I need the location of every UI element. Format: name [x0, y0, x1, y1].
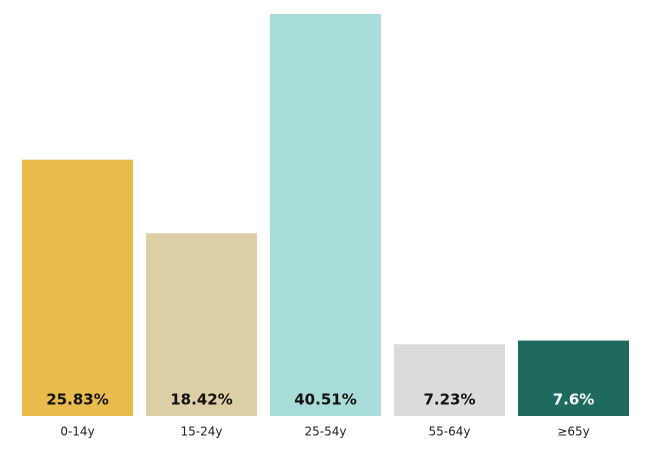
category-label: 15-24y: [181, 425, 223, 439]
bar: [518, 340, 629, 416]
category-label: ≥65y: [557, 425, 589, 439]
category-label: 0-14y: [60, 425, 94, 439]
value-label: 25.83%: [46, 391, 108, 409]
bar: [394, 344, 505, 416]
bar: [146, 233, 257, 416]
bar: [270, 14, 381, 416]
value-label: 7.23%: [423, 391, 475, 409]
value-label: 7.6%: [553, 391, 595, 409]
value-label: 40.51%: [294, 391, 356, 409]
category-label: 25-54y: [305, 425, 347, 439]
bar: [22, 159, 133, 416]
category-label: 55-64y: [429, 425, 471, 439]
value-label: 18.42%: [170, 391, 232, 409]
